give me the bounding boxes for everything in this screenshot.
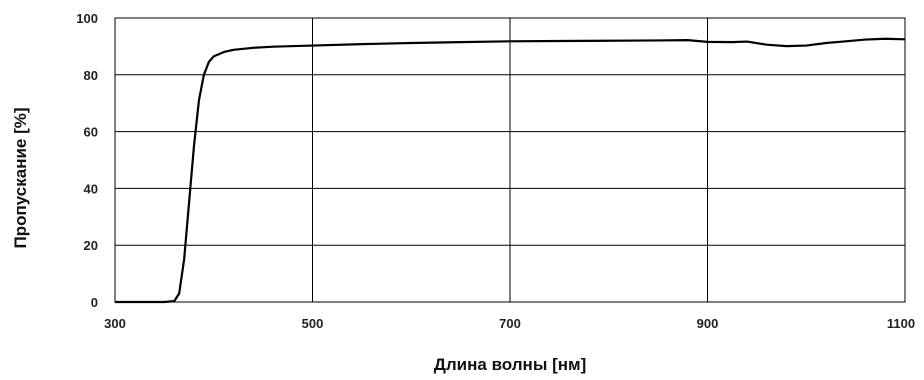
x-tick-label: 300 xyxy=(104,316,126,331)
y-tick-label: 100 xyxy=(76,11,98,26)
x-tick-label: 900 xyxy=(697,316,719,331)
y-tick-label: 60 xyxy=(84,125,98,140)
y-tick-labels: 0 20 40 60 80 100 xyxy=(76,11,98,310)
gridlines xyxy=(114,17,906,303)
x-tick-label: 500 xyxy=(302,316,324,331)
x-tick-label: 1100 xyxy=(887,316,915,331)
y-tick-label: 40 xyxy=(84,181,98,196)
y-tick-label: 80 xyxy=(84,68,98,83)
series-line xyxy=(115,37,906,304)
x-axis-title: Длина волны [нм] xyxy=(434,355,586,374)
x-tick-label: 700 xyxy=(499,316,521,331)
y-axis-title: Пропускание [%] xyxy=(11,107,30,248)
y-tick-label: 0 xyxy=(91,295,98,310)
x-tick-labels: 300 500 700 900 1100 xyxy=(104,316,915,331)
y-tick-label: 20 xyxy=(84,238,98,253)
